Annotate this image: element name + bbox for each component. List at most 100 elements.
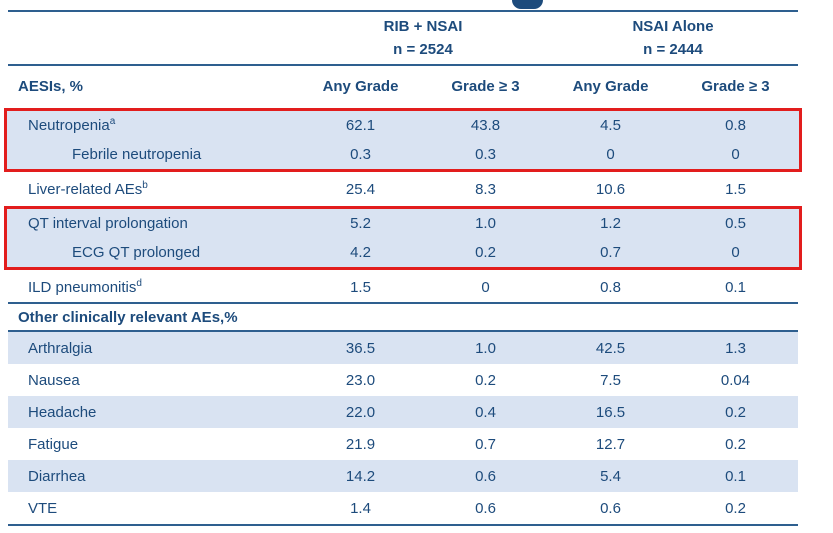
value-cell: 0 — [481, 278, 490, 296]
value-cell: 0.2 — [475, 371, 496, 389]
value-cell: 1.0 — [475, 339, 496, 357]
row-label: Nausea — [28, 371, 80, 389]
cutoff-title-fragment — [512, 0, 543, 9]
table-bottom-rule — [8, 524, 798, 526]
value-cell: 4.2 — [350, 244, 371, 261]
red-highlight-box-qt: QT interval prolongation 5.2 1.0 1.2 0.5… — [4, 206, 802, 270]
value-cell: 0.1 — [725, 467, 746, 485]
group-n: n = 2524 — [393, 41, 453, 58]
row-label: Liver-related AEsb — [8, 179, 298, 198]
value-cell: 0.4 — [475, 403, 496, 421]
value-cell: 14.2 — [345, 467, 376, 485]
row-label: Neutropeniaa — [8, 116, 298, 135]
value-cell: 7.5 — [600, 371, 621, 389]
group-rib-nsai: RIB + NSAI n = 2524 — [298, 15, 548, 62]
value-cell: 1.4 — [350, 499, 371, 517]
group-name: RIB + NSAI — [383, 17, 463, 35]
row-label-text: ILD pneumonitis — [28, 278, 137, 296]
red-highlight-box-neutropenia: Neutropeniaa 62.1 43.8 4.5 0.8 Febrile n… — [4, 108, 802, 172]
aesi-table: RIB + NSAI n = 2524 NSAI Alone n = 2444 … — [4, 10, 802, 526]
col-header-grade3-nsai: Grade ≥ 3 — [701, 77, 770, 95]
row-label-text: ECG QT prolonged — [72, 244, 201, 261]
row-label-text: QT interval prolongation — [28, 215, 188, 232]
value-cell: 0.2 — [475, 244, 496, 261]
value-cell: 16.5 — [595, 403, 626, 421]
row-label: VTE — [28, 499, 58, 517]
value-cell: 36.5 — [345, 339, 376, 357]
value-cell: 23.0 — [345, 371, 376, 389]
row-fatigue: Fatigue 21.9 0.7 12.7 0.2 — [8, 428, 798, 460]
table-corner-label: AESIs, % — [18, 77, 84, 95]
group-n: n = 2444 — [643, 41, 703, 58]
value-cell: 1.5 — [725, 180, 746, 198]
row-ecg-qt-prolonged: ECG QT prolonged 4.2 0.2 0.7 0 — [8, 238, 798, 267]
value-cell: 0.5 — [725, 215, 746, 232]
value-cell: 0.2 — [725, 435, 746, 453]
section-header-other-aes: Other clinically relevant AEs,% — [8, 302, 798, 332]
value-cell: 0.2 — [725, 499, 746, 517]
value-cell: 0 — [606, 146, 615, 163]
row-diarrhea: Diarrhea 14.2 0.6 5.4 0.1 — [8, 460, 798, 492]
value-cell: 1.5 — [350, 278, 371, 296]
row-febrile-neutropenia: Febrile neutropenia 0.3 0.3 0 0 — [8, 140, 798, 169]
value-cell: 0.04 — [720, 371, 751, 389]
value-cell: 0.3 — [475, 146, 496, 163]
row-qt-interval-prolongation: QT interval prolongation 5.2 1.0 1.2 0.5 — [8, 209, 798, 238]
col-header-any-grade-nsai: Any Grade — [572, 77, 649, 95]
value-cell: 8.3 — [475, 180, 496, 198]
value-cell: 0.1 — [725, 278, 746, 296]
value-cell: 0.2 — [725, 403, 746, 421]
row-label-text: Febrile neutropenia — [72, 146, 202, 163]
group-name: NSAI Alone — [632, 17, 714, 35]
value-cell: 12.7 — [595, 435, 626, 453]
value-cell: 1.0 — [475, 215, 496, 232]
value-cell: 0.3 — [350, 146, 371, 163]
row-label-text: Neutropenia — [28, 117, 110, 134]
row-label: Febrile neutropenia — [8, 146, 298, 163]
row-ild-pneumonitis: ILD pneumonitisd 1.5 0 0.8 0.1 — [8, 272, 798, 302]
value-cell: 1.2 — [600, 215, 621, 232]
value-cell: 42.5 — [595, 339, 626, 357]
row-label: Diarrhea — [28, 467, 86, 485]
value-cell: 0.7 — [475, 435, 496, 453]
row-label: Arthralgia — [28, 339, 93, 357]
value-cell: 22.0 — [345, 403, 376, 421]
footnote-marker: a — [109, 116, 116, 127]
value-cell: 21.9 — [345, 435, 376, 453]
value-cell: 0 — [731, 146, 740, 163]
value-cell: 10.6 — [595, 180, 626, 198]
group-header-row: RIB + NSAI n = 2524 NSAI Alone n = 2444 — [8, 10, 798, 66]
row-headache: Headache 22.0 0.4 16.5 0.2 — [8, 396, 798, 428]
column-header-row: AESIs, % Any Grade Grade ≥ 3 Any Grade G… — [8, 66, 798, 106]
value-cell: 0.8 — [725, 117, 746, 134]
row-label: ILD pneumonitisd — [8, 277, 298, 296]
value-cell: 0.6 — [475, 467, 496, 485]
row-label: Fatigue — [28, 435, 79, 453]
group-nsai-alone: NSAI Alone n = 2444 — [548, 15, 798, 62]
value-cell: 5.4 — [600, 467, 621, 485]
value-cell: 25.4 — [345, 180, 376, 198]
row-neutropenia: Neutropeniaa 62.1 43.8 4.5 0.8 — [8, 111, 798, 140]
footnote-marker: b — [142, 179, 148, 191]
row-nausea: Nausea 23.0 0.2 7.5 0.04 — [8, 364, 798, 396]
row-liver-related-aes: Liver-related AEsb 25.4 8.3 10.6 1.5 — [8, 174, 798, 204]
value-cell: 0 — [731, 244, 740, 261]
footnote-marker: d — [136, 277, 142, 289]
value-cell: 62.1 — [345, 117, 376, 134]
other-aes-rows: Arthralgia 36.5 1.0 42.5 1.3 Nausea 23.0… — [8, 332, 798, 524]
value-cell: 5.2 — [350, 215, 371, 232]
value-cell: 43.8 — [470, 117, 501, 134]
value-cell: 0.6 — [475, 499, 496, 517]
value-cell: 4.5 — [600, 117, 621, 134]
value-cell: 0.7 — [600, 244, 621, 261]
row-label: Headache — [28, 403, 97, 421]
row-label: ECG QT prolonged — [8, 244, 298, 261]
value-cell: 0.6 — [600, 499, 621, 517]
value-cell: 1.3 — [725, 339, 746, 357]
value-cell: 0.8 — [600, 278, 621, 296]
col-header-any-grade-rib: Any Grade — [322, 77, 399, 95]
row-vte: VTE 1.4 0.6 0.6 0.2 — [8, 492, 798, 524]
row-label: QT interval prolongation — [8, 215, 298, 232]
row-label-text: Liver-related AEs — [28, 180, 143, 198]
